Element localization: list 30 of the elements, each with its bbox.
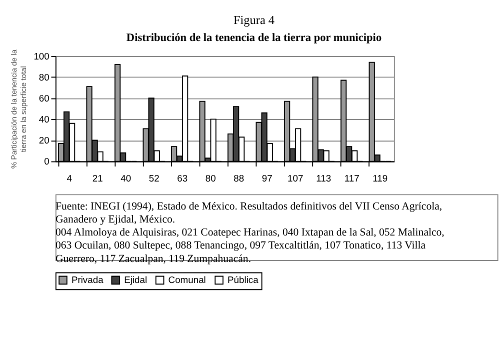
y-tick-label: 0 — [44, 156, 50, 167]
legend-label: Ejidal — [124, 274, 148, 285]
legend-label: Comunal — [168, 274, 206, 285]
x-tick-label: 107 — [288, 172, 304, 184]
y-tick-label: 100 — [34, 50, 50, 62]
y-tick-label: 60 — [38, 92, 50, 104]
x-tick-label: 80 — [205, 172, 216, 184]
x-tick-label: 97 — [262, 172, 272, 184]
y-tick-label: 20 — [38, 134, 50, 146]
x-tick-label: 63 — [177, 172, 188, 184]
x-tick-label: 21 — [92, 172, 103, 184]
x-tick-label: 88 — [234, 172, 244, 184]
y-tick-label: 80 — [38, 71, 50, 82]
x-tick-label: 119 — [372, 172, 388, 184]
x-tick-label: 4 — [66, 172, 72, 184]
legend-label: Pública — [228, 274, 260, 285]
y-tick-label: 40 — [38, 113, 50, 124]
x-tick-label: 40 — [120, 172, 132, 184]
source-note: Fuente: INEGI (1994), Estado de México. Resultados definitivos del VII Censo Agrícola, — [55, 200, 442, 212]
x-tick-label: 117 — [344, 172, 360, 184]
text: 004 Almoloya de Alquisiras, 021 Coatepec Harinas, 040 Ixtapan de la Sal, 052 Malinalco, — [55, 226, 445, 239]
y-axis-title: % Participación de la tenencia de la tierra en la superficie total — [10, 48, 28, 169]
x-tick-label: 52 — [148, 172, 160, 184]
x-tick-label: 113 — [316, 172, 332, 184]
chart-subtitle: Distribución de la tenencia de la tierra por municipio — [126, 32, 382, 44]
text: Guerrero, 117 Zacualpan, 119 Zumpahuacán. — [55, 252, 252, 265]
text: 063 Ocuilan, 080 Sultepec, 088 Tenancingo, 097 Texcaltitlán, 107 Tonatico, 113 Villa — [55, 240, 426, 252]
legend-label: Privada — [71, 274, 104, 285]
text: Ganadero y Ejidal, México. — [55, 213, 176, 226]
chart-title: Figura 4 — [233, 13, 275, 28]
